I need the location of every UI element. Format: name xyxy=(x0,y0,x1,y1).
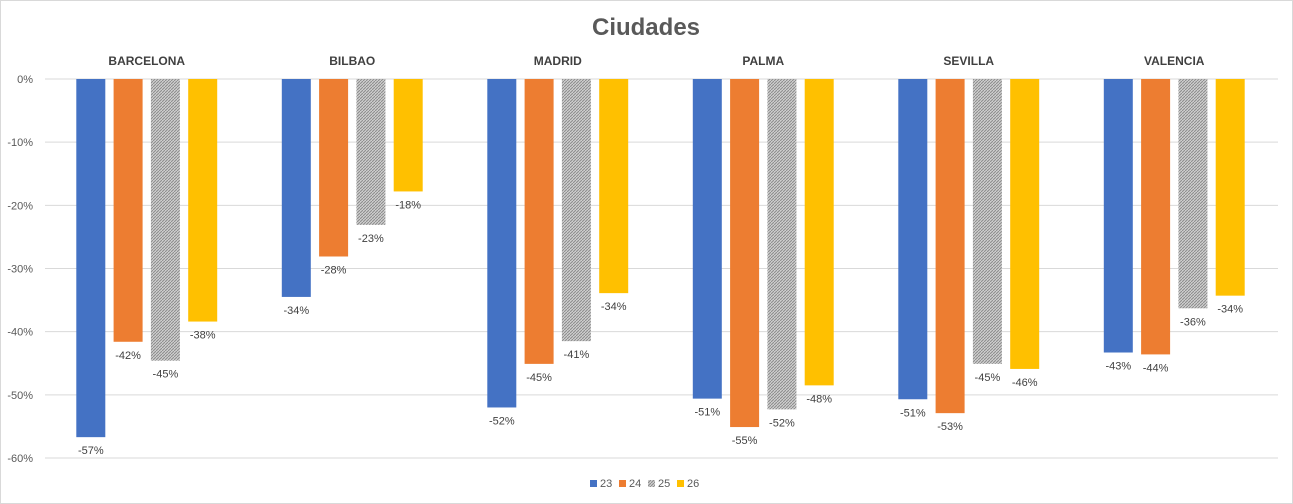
bar xyxy=(1215,79,1245,296)
data-label: -51% xyxy=(900,407,926,419)
data-label: -53% xyxy=(937,421,963,433)
bar xyxy=(113,79,143,342)
legend: 23 24 25 26 xyxy=(590,478,699,490)
data-label: -52% xyxy=(489,415,515,427)
bar xyxy=(487,79,517,408)
data-label: -36% xyxy=(1180,316,1206,328)
data-label: -52% xyxy=(769,417,795,429)
bar xyxy=(319,79,349,257)
data-label: -34% xyxy=(283,305,309,317)
category-labels: BARCELONA BILBAO MADRID PALMA SEVILLA VALENCI… xyxy=(108,54,1204,68)
category-label: BILBAO xyxy=(329,54,375,68)
gridlines xyxy=(45,78,1278,459)
data-label: -48% xyxy=(806,393,832,405)
bar xyxy=(599,79,629,294)
bar xyxy=(76,79,106,438)
data-label: -42% xyxy=(115,350,141,362)
bar xyxy=(1178,79,1208,309)
bar xyxy=(935,79,965,414)
category-label: MADRID xyxy=(534,54,582,68)
bar xyxy=(1103,79,1133,353)
bar xyxy=(524,79,554,364)
bar xyxy=(898,79,928,400)
data-label: -55% xyxy=(732,435,758,447)
legend-swatch xyxy=(648,480,655,487)
category-label: BARCELONA xyxy=(108,54,185,68)
data-label: -18% xyxy=(395,199,421,211)
category-label: PALMA xyxy=(742,54,784,68)
bar xyxy=(767,79,797,410)
data-label: -45% xyxy=(153,369,179,381)
data-label: -46% xyxy=(1012,377,1038,389)
bar xyxy=(356,79,386,225)
data-label: -34% xyxy=(1217,304,1243,316)
y-tick-label: 0% xyxy=(17,74,33,86)
category-label: VALENCIA xyxy=(1144,54,1205,68)
legend-label: 23 xyxy=(600,478,612,490)
bar xyxy=(972,79,1002,364)
legend-swatch xyxy=(619,480,626,487)
y-tick-label: -20% xyxy=(7,200,33,212)
bar xyxy=(188,79,218,322)
bar xyxy=(692,79,722,399)
data-label: -44% xyxy=(1143,362,1169,374)
bar xyxy=(804,79,834,386)
bar xyxy=(730,79,760,428)
bars xyxy=(76,79,1245,438)
bar xyxy=(281,79,311,297)
y-tick-label: -30% xyxy=(7,264,33,276)
data-label: -45% xyxy=(526,372,552,384)
data-label: -45% xyxy=(975,372,1001,384)
bar xyxy=(1141,79,1171,355)
legend-swatch xyxy=(677,480,684,487)
bar xyxy=(1010,79,1040,369)
legend-swatch xyxy=(590,480,597,487)
category-label: SEVILLA xyxy=(943,54,994,68)
bar xyxy=(393,79,423,192)
y-tick-label: -10% xyxy=(7,137,33,149)
y-tick-label: -40% xyxy=(7,327,33,339)
data-label: -34% xyxy=(601,301,627,313)
data-label: -41% xyxy=(564,349,590,361)
data-label: -28% xyxy=(321,264,347,276)
y-tick-label: -50% xyxy=(7,390,33,402)
legend-label: 26 xyxy=(687,478,699,490)
y-axis: 0% -10% -20% -30% -40% -50% -60% xyxy=(7,74,33,465)
data-label: -38% xyxy=(190,330,216,342)
chart-title: Ciudades xyxy=(592,14,700,41)
y-tick-label: -60% xyxy=(7,453,33,465)
legend-label: 24 xyxy=(629,478,641,490)
legend-label: 25 xyxy=(658,478,670,490)
bar xyxy=(150,79,180,361)
data-label: -51% xyxy=(694,407,720,419)
bar xyxy=(561,79,591,342)
data-label: -43% xyxy=(1105,361,1131,373)
data-label: -57% xyxy=(78,445,104,457)
data-labels: -57% -42% -45% -38% -34% -28% -23% -18% -52% -45%… xyxy=(78,199,1243,457)
data-label: -23% xyxy=(358,233,384,245)
